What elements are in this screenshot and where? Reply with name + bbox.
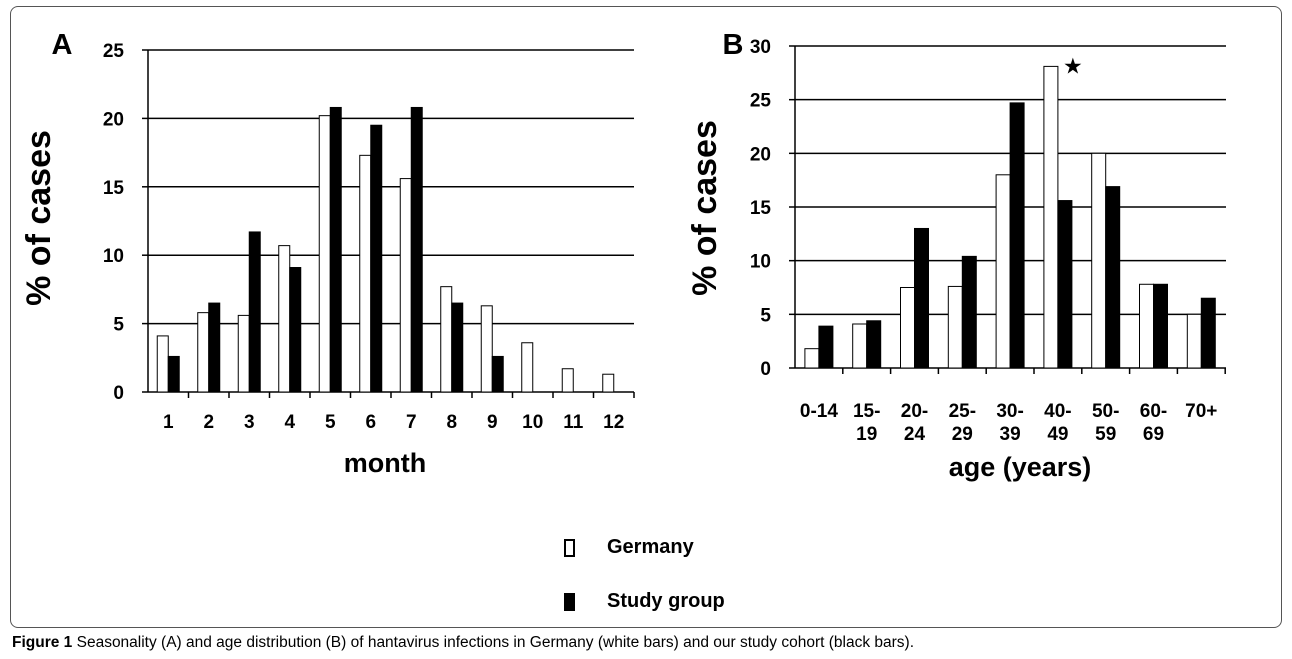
y-tick-label-a-0: 0: [113, 383, 124, 404]
y-tick-label-a-25: 25: [103, 41, 125, 62]
y-tick-label-b-30: 30: [750, 37, 771, 58]
bar-a-germany-7: [440, 286, 453, 393]
bar-a-germany-4: [318, 115, 331, 393]
y-tick-label-a-20: 20: [103, 109, 124, 130]
bar-a-study-group-1: [208, 302, 221, 393]
x-tick-label-b-3-1: 29: [952, 424, 973, 445]
x-tick-label-b-5-0: 40-: [1044, 401, 1071, 422]
figure-frame: [10, 6, 1282, 628]
y-tick-label-b-15: 15: [750, 198, 772, 219]
bar-a-study-group-8: [491, 355, 504, 393]
legend-label-germany: Germany: [607, 536, 694, 558]
x-tick-label-a-0: 1: [163, 412, 174, 433]
annotation-star-b: ★: [1063, 54, 1083, 79]
y-tick-label-b-20: 20: [750, 144, 771, 165]
x-tick-label-a-11: 12: [603, 412, 624, 433]
x-tick-label-a-6: 7: [406, 412, 417, 433]
bar-a-study-group-7: [451, 302, 464, 393]
x-axis-label-a: month: [344, 448, 426, 478]
bar-b-study-group-8: [1200, 297, 1216, 369]
x-tick-label-b-8: 70+: [1185, 401, 1217, 422]
legend-swatch-study-group: [564, 592, 575, 611]
x-tick-label-b-0: 0-14: [800, 401, 838, 422]
bar-a-study-group-0: [167, 355, 180, 393]
y-tick-label-b-25: 25: [750, 91, 772, 112]
panel-label-a: A: [52, 29, 73, 61]
bar-a-germany-6: [399, 178, 412, 393]
x-tick-label-a-8: 9: [487, 412, 498, 433]
bar-b-study-group-7: [1153, 283, 1168, 369]
bar-b-germany-2: [900, 287, 915, 369]
panel-label-b: B: [723, 29, 744, 61]
x-tick-label-b-2-1: 24: [904, 424, 926, 445]
legend-swatch-germany: [564, 538, 575, 557]
x-tick-label-b-6-1: 59: [1095, 424, 1116, 445]
bar-a-germany-3: [278, 245, 291, 393]
bar-b-study-group-6: [1105, 186, 1121, 369]
x-tick-label-b-4-1: 39: [1000, 424, 1021, 445]
x-tick-label-a-9: 10: [522, 412, 543, 433]
bar-b-study-group-0: [818, 325, 834, 369]
bar-b-germany-8: [1186, 313, 1202, 369]
caption-label: Figure 1: [12, 634, 73, 651]
x-tick-label-b-4-0: 30-: [996, 401, 1023, 422]
bar-a-study-group-3: [289, 267, 302, 393]
x-tick-label-a-5: 6: [365, 412, 376, 433]
x-tick-label-a-1: 2: [203, 412, 214, 433]
x-tick-label-b-5-1: 49: [1047, 424, 1068, 445]
bar-a-germany-5: [359, 154, 372, 393]
x-tick-label-a-10: 11: [563, 412, 584, 433]
bar-a-study-group-2: [248, 231, 261, 393]
x-tick-label-a-4: 5: [325, 412, 336, 433]
bar-b-germany-1: [852, 323, 868, 369]
y-tick-label-a-5: 5: [113, 315, 124, 336]
bar-b-germany-0: [804, 348, 820, 369]
y-tick-label-a-10: 10: [103, 246, 124, 267]
caption-text: Seasonality (A) and age distribution (B)…: [76, 634, 915, 651]
bar-a-germany-9: [521, 342, 534, 393]
bar-b-germany-7: [1139, 283, 1154, 369]
x-tick-label-b-6-0: 50-: [1092, 401, 1119, 422]
x-tick-label-a-7: 8: [446, 412, 457, 433]
bar-b-study-group-5: [1057, 200, 1073, 369]
y-tick-label-b-10: 10: [750, 252, 771, 273]
bar-a-germany-0: [156, 335, 169, 393]
y-tick-label-b-5: 5: [760, 305, 771, 326]
figure-caption: Figure 1 Seasonality (A) and age distrib…: [12, 634, 914, 652]
bar-a-germany-8: [480, 305, 493, 393]
y-tick-label-a-15: 15: [103, 178, 125, 199]
bar-a-study-group-6: [410, 106, 423, 393]
x-tick-label-a-3: 4: [284, 412, 295, 433]
y-axis-label-a: % of cases: [20, 130, 58, 306]
y-tick-label-b-0: 0: [760, 359, 771, 380]
legend-item-germany: Germany: [564, 536, 694, 559]
bar-a-germany-2: [237, 314, 250, 393]
bar-a-study-group-4: [329, 106, 342, 393]
x-tick-label-a-2: 3: [244, 412, 255, 433]
bar-a-study-group-5: [370, 124, 383, 393]
x-tick-label-b-1-1: 19: [856, 424, 877, 445]
legend-label-study-group: Study group: [607, 590, 725, 612]
bar-a-germany-10: [561, 368, 574, 393]
bar-b-study-group-3: [961, 255, 977, 369]
x-axis-label-b: age (years): [949, 452, 1092, 482]
y-axis-label-b: % of cases: [686, 120, 724, 296]
bar-b-study-group-2: [914, 227, 929, 369]
bar-a-germany-1: [197, 312, 210, 393]
x-tick-label-b-7-1: 69: [1143, 424, 1164, 445]
x-tick-label-b-2-0: 20-: [901, 401, 928, 422]
bar-b-study-group-1: [866, 320, 882, 369]
bar-a-germany-11: [602, 373, 615, 393]
bar-b-germany-5: [1043, 65, 1059, 369]
x-tick-label-b-3-0: 25-: [949, 401, 976, 422]
legend-item-study-group: Study group: [564, 590, 725, 613]
bar-b-germany-4: [995, 174, 1011, 369]
x-tick-label-b-1-0: 15-: [853, 401, 880, 422]
bar-b-study-group-4: [1009, 102, 1025, 369]
bar-b-germany-6: [1091, 152, 1107, 369]
x-tick-label-b-7-0: 60-: [1140, 401, 1167, 422]
bar-b-germany-3: [947, 285, 963, 369]
